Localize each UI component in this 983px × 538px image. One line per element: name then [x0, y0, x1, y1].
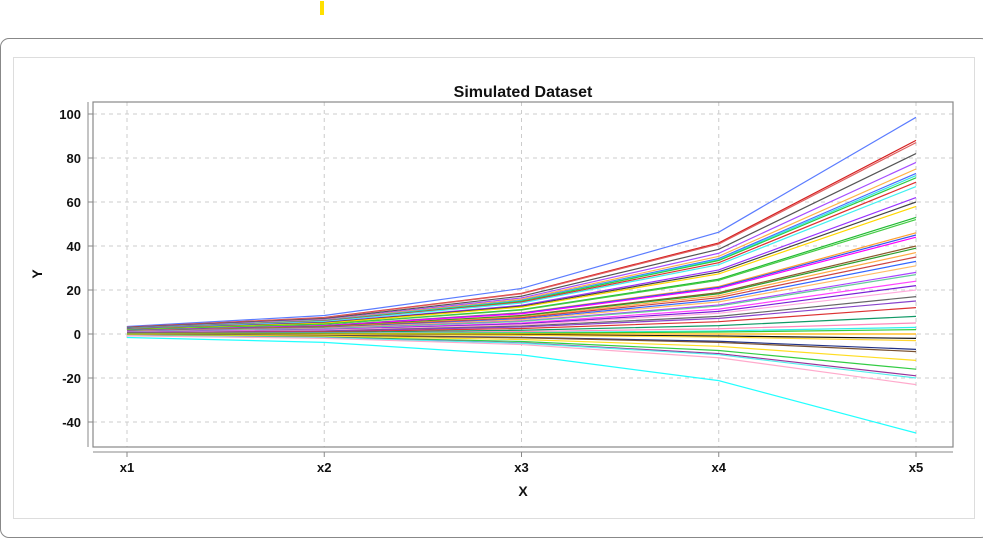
series-line	[126, 116, 917, 328]
x-tick-label: x5	[909, 460, 923, 475]
y-tick-label: 100	[59, 107, 81, 122]
chart-title: Simulated Dataset	[454, 84, 593, 101]
x-tick-label: x2	[317, 460, 331, 475]
y-tick-label: 20	[67, 283, 81, 298]
series-line	[126, 142, 917, 328]
series-line	[126, 219, 917, 331]
x-tick-label: x3	[514, 460, 528, 475]
y-tick-label: -40	[62, 415, 81, 430]
series-line	[126, 336, 917, 434]
y-tick-label: 60	[67, 195, 81, 210]
chart-panel	[13, 57, 975, 519]
y-tick-label: -20	[62, 371, 81, 386]
series-line	[126, 335, 917, 386]
y-tick-label: 80	[67, 151, 81, 166]
yellow-marker	[320, 1, 324, 15]
x-axis-label: X	[518, 483, 528, 499]
series-line	[126, 334, 917, 361]
x-tick-label: x1	[120, 460, 134, 475]
plot-frame	[92, 101, 954, 448]
series-line	[126, 205, 917, 331]
series-line	[126, 186, 917, 330]
y-tick-label: 40	[67, 239, 81, 254]
y-axis-label: Y	[29, 269, 45, 279]
x-tick-label: x4	[712, 460, 727, 475]
y-tick-label: 0	[74, 327, 81, 342]
series-line	[126, 153, 917, 329]
